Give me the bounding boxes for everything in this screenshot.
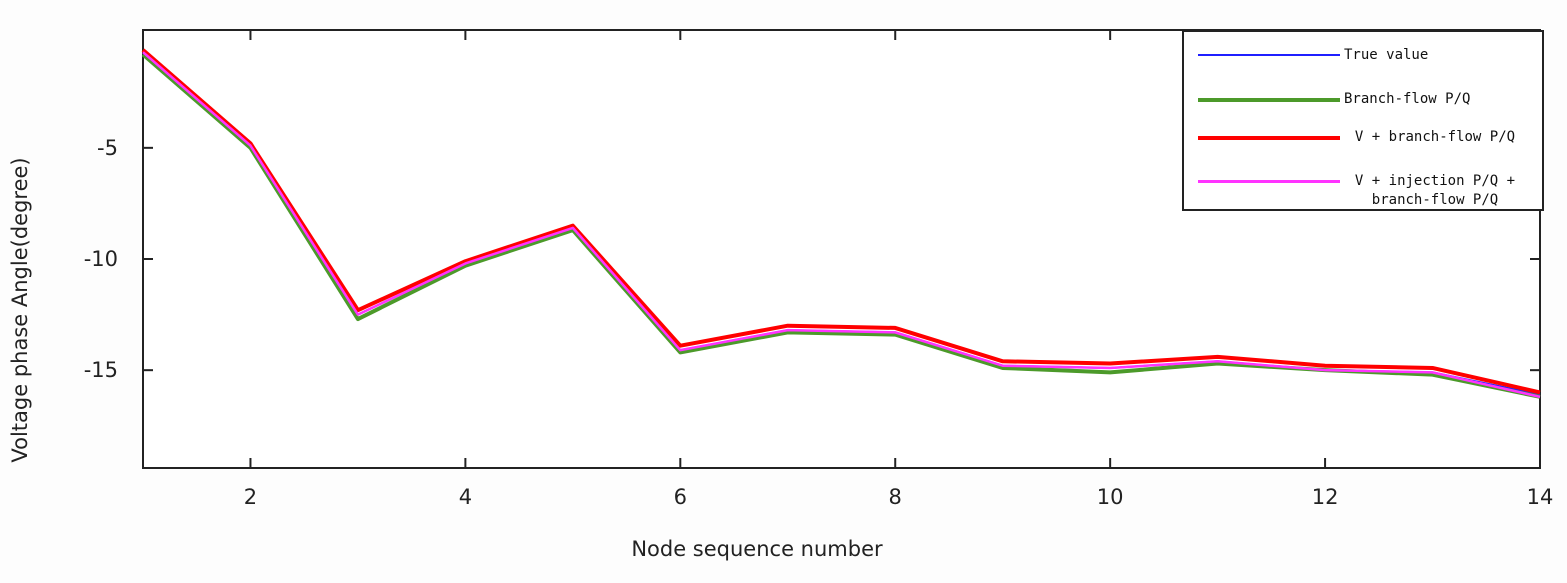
x-tick-label: 2 xyxy=(244,485,257,509)
x-tick-label: 10 xyxy=(1097,485,1124,509)
legend-label: V + branch-flow P/Q xyxy=(1354,129,1516,145)
legend-swatch xyxy=(1198,136,1340,140)
legend-item: True value xyxy=(1198,46,1534,65)
x-tick-label: 14 xyxy=(1527,485,1554,509)
x-tick-label: 6 xyxy=(674,485,687,509)
x-tick-label: 8 xyxy=(889,485,902,509)
x-axis-title: Node sequence number xyxy=(631,537,883,561)
legend-label: V + injection P/Q + branch-flow P/Q xyxy=(1354,173,1516,208)
y-tick-label: -5 xyxy=(97,136,118,160)
legend: True value Branch-flow P/Q V + branch-flow… xyxy=(1182,30,1544,211)
series-line xyxy=(142,51,1541,399)
legend-item: V + branch-flow P/Q xyxy=(1198,128,1530,147)
legend-item: Branch-flow P/Q xyxy=(1198,90,1534,109)
legend-swatch xyxy=(1198,98,1340,102)
legend-swatch xyxy=(1198,180,1340,183)
y-axis-title: Voltage phase Angle(degree) xyxy=(8,157,32,462)
x-tick-label: 12 xyxy=(1312,485,1339,509)
x-tick-label: 4 xyxy=(459,485,472,509)
legend-label: Branch-flow P/Q xyxy=(1344,91,1471,107)
legend-item: V + injection P/Q + branch-flow P/Q xyxy=(1198,172,1530,210)
series-line xyxy=(141,48,1541,395)
legend-label: True value xyxy=(1344,47,1429,63)
legend-swatch xyxy=(1198,54,1340,56)
y-tick-label: -10 xyxy=(84,247,118,271)
y-tick-label: -15 xyxy=(84,358,118,382)
